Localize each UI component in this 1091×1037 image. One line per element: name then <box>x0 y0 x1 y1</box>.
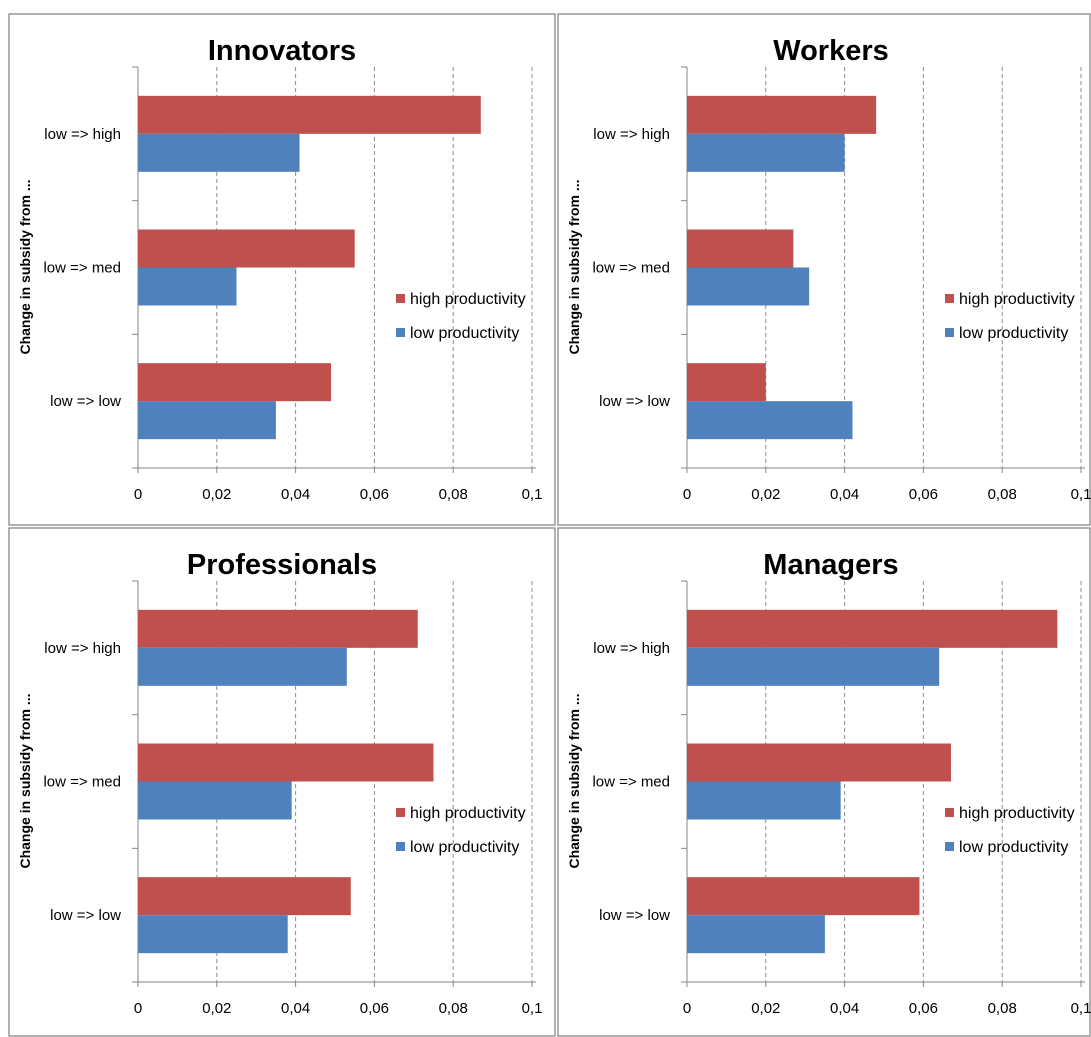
y-axis-label: Change in subsidy from ... <box>17 179 33 354</box>
x-tick-label: 0,1 <box>1071 486 1091 503</box>
bar-low-productivity <box>138 915 288 954</box>
category-label: low => med <box>43 774 121 791</box>
x-tick-label: 0,02 <box>202 1000 231 1017</box>
x-tick-label: 0,06 <box>360 1000 389 1017</box>
bar-high-productivity <box>687 877 920 916</box>
y-axis-label: Change in subsidy from ... <box>566 179 582 354</box>
x-tick-label: 0,06 <box>360 486 389 503</box>
bar-high-productivity <box>687 95 877 134</box>
x-tick-label: 0,08 <box>439 1000 468 1017</box>
bar-low-productivity <box>138 401 276 440</box>
category-label: low => med <box>43 260 121 277</box>
bar-high-productivity <box>687 609 1058 648</box>
x-tick-label: 0,06 <box>909 1000 938 1017</box>
x-tick-label: 0,02 <box>202 486 231 503</box>
chart-title: Innovators <box>208 35 356 67</box>
chart-panel-4: 0 0,02 0,04 0,06 0,08 0,1 low => high low => me… <box>557 527 1091 1037</box>
x-tick-label: 0,04 <box>830 486 859 503</box>
category-label: low => high <box>44 640 121 657</box>
bar-low-productivity <box>687 401 853 440</box>
bar-low-productivity <box>138 781 292 820</box>
legend-swatch <box>396 294 405 303</box>
bar-high-productivity <box>138 229 355 268</box>
legend-label: high productivity <box>959 805 1075 822</box>
bar-high-productivity <box>138 877 351 916</box>
bar-high-productivity <box>687 363 766 402</box>
bar-high-productivity <box>687 229 794 268</box>
x-tick-label: 0,08 <box>988 1000 1017 1017</box>
bar-low-productivity <box>687 915 825 954</box>
bar-high-productivity <box>138 743 434 782</box>
category-label: low => low <box>599 907 670 924</box>
category-label: low => med <box>592 260 670 277</box>
x-tick-label: 0,02 <box>751 486 780 503</box>
chart-title: Managers <box>763 549 898 581</box>
bar-low-productivity <box>687 647 940 686</box>
category-label: low => high <box>593 640 670 657</box>
category-label: low => high <box>44 126 121 143</box>
bar-high-productivity <box>687 743 951 782</box>
x-tick-label: 0 <box>134 1000 142 1017</box>
x-tick-label: 0 <box>683 1000 691 1017</box>
bar-low-productivity <box>138 133 300 172</box>
legend-label: high productivity <box>959 291 1075 308</box>
legend-swatch <box>945 842 954 851</box>
legend-label: low productivity <box>959 839 1068 856</box>
bar-low-productivity <box>138 267 237 306</box>
legend-label: low productivity <box>410 325 519 342</box>
legend-label: low productivity <box>410 839 519 856</box>
y-axis-label: Change in subsidy from ... <box>17 693 33 868</box>
x-tick-label: 0,08 <box>439 486 468 503</box>
x-tick-label: 0 <box>134 486 142 503</box>
x-tick-label: 0,06 <box>909 486 938 503</box>
legend-swatch <box>945 808 954 817</box>
x-tick-label: 0 <box>683 486 691 503</box>
bar-low-productivity <box>687 267 810 306</box>
category-label: low => low <box>599 393 670 410</box>
x-tick-label: 0,1 <box>522 1000 543 1017</box>
x-tick-label: 0,02 <box>751 1000 780 1017</box>
legend-swatch <box>396 808 405 817</box>
panel-border <box>557 13 1091 526</box>
bar-low-productivity <box>687 133 845 172</box>
legend-label: low productivity <box>959 325 1068 342</box>
x-tick-label: 0,08 <box>988 486 1017 503</box>
x-tick-label: 0,04 <box>830 1000 859 1017</box>
category-label: low => high <box>593 126 670 143</box>
x-tick-label: 0,04 <box>281 1000 310 1017</box>
panel-border <box>8 527 556 1037</box>
chart-title: Professionals <box>187 549 377 581</box>
chart-title: Workers <box>773 35 889 67</box>
chart-panel-1: 0 0,02 0,04 0,06 0,08 0,1 low => high low => me… <box>8 13 556 526</box>
bar-low-productivity <box>687 781 841 820</box>
x-tick-label: 0,04 <box>281 486 310 503</box>
chart-panel-2: 0 0,02 0,04 0,06 0,08 0,1 low => high low => me… <box>557 13 1091 526</box>
y-axis-label: Change in subsidy from ... <box>566 693 582 868</box>
panel-border <box>557 527 1091 1037</box>
legend-label: high productivity <box>410 291 526 308</box>
legend-label: high productivity <box>410 805 526 822</box>
category-label: low => low <box>50 393 121 410</box>
x-tick-label: 0,1 <box>1071 1000 1091 1017</box>
bar-high-productivity <box>138 95 481 134</box>
legend-swatch <box>396 328 405 337</box>
x-tick-label: 0,1 <box>522 486 543 503</box>
bar-high-productivity <box>138 609 418 648</box>
legend-swatch <box>945 328 954 337</box>
panel-border <box>8 13 556 526</box>
category-label: low => med <box>592 774 670 791</box>
category-label: low => low <box>50 907 121 924</box>
legend-swatch <box>945 294 954 303</box>
chart-panel-3: 0 0,02 0,04 0,06 0,08 0,1 low => high low => me… <box>8 527 556 1037</box>
legend-swatch <box>396 842 405 851</box>
bar-high-productivity <box>138 363 332 402</box>
bar-low-productivity <box>138 647 347 686</box>
